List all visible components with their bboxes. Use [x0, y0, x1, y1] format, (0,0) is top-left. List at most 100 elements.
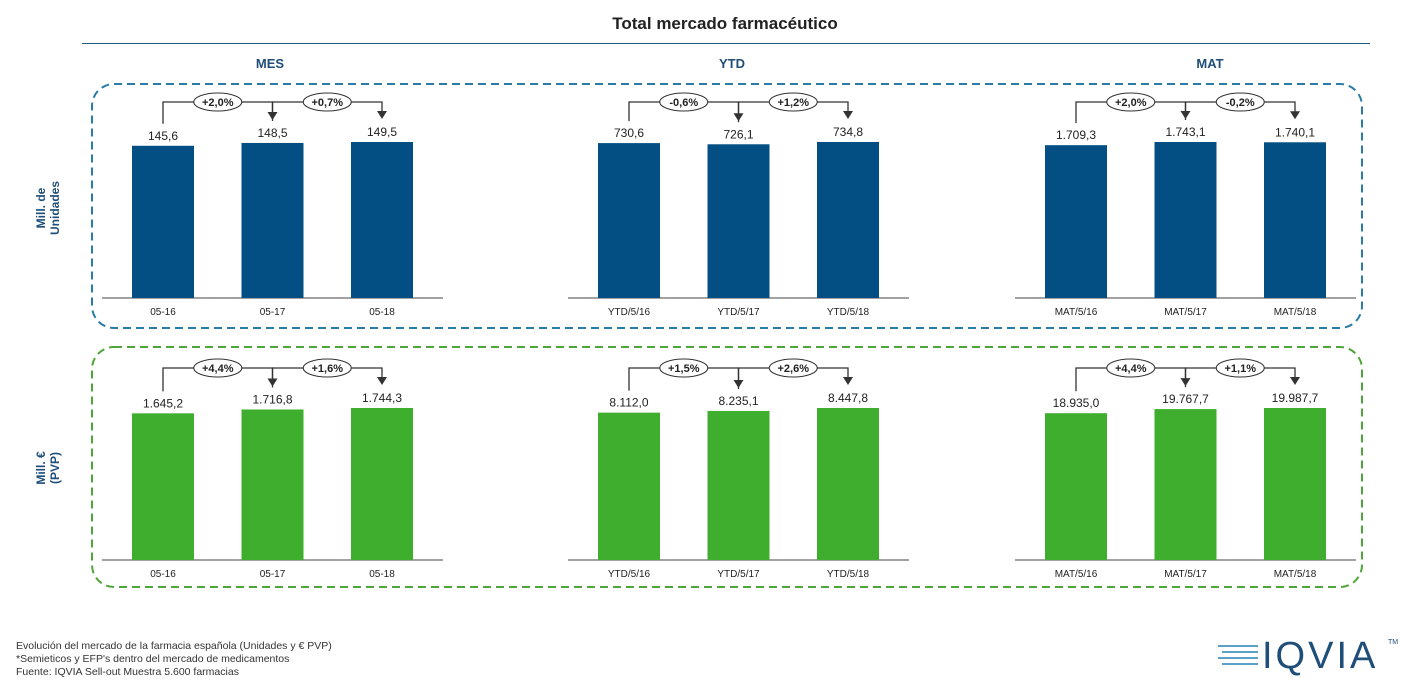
footnote-3: Fuente: IQVIA Sell-out Muestra 5.600 far… [16, 666, 239, 678]
data-label: 8.112,0 [609, 396, 648, 410]
data-label: 18.935,0 [1053, 396, 1100, 410]
units-frame [91, 83, 1363, 329]
category-label: MAT/5/18 [1274, 569, 1317, 580]
category-label: YTD/5/17 [717, 307, 760, 318]
change-label: +1,5% [668, 363, 700, 375]
change-badge [1106, 358, 1156, 378]
category-label: 05-17 [260, 569, 286, 580]
title-divider [82, 43, 1370, 44]
change-badge [302, 92, 352, 112]
bar-euros-ytd-2 [817, 408, 879, 560]
bar-units-mat-2 [1264, 142, 1326, 298]
euros-frame [91, 346, 1363, 588]
change-badge [1106, 92, 1156, 112]
bar-units-ytd-1 [707, 144, 770, 298]
change-arrow [1290, 111, 1300, 120]
category-label: MAT/5/16 [1055, 569, 1098, 580]
bar-euros-ytd-0 [598, 412, 660, 560]
column-header-mes: MES [255, 56, 285, 71]
change-badge [768, 92, 818, 112]
change-badge [193, 92, 243, 112]
chart-title: Total mercado farmacéutico [612, 14, 838, 33]
category-label: MAT/5/18 [1274, 307, 1317, 318]
change-badge [302, 358, 352, 378]
data-label: 148,5 [257, 126, 287, 140]
category-label: YTD/5/18 [827, 307, 870, 318]
category-label: MAT/5/17 [1164, 569, 1207, 580]
bar-units-mat-1 [1154, 142, 1217, 298]
bar-units-ytd-2 [817, 142, 879, 298]
data-label: 734,8 [833, 125, 863, 139]
bar-euros-ytd-1 [707, 410, 770, 560]
change-arrow [843, 111, 853, 119]
change-label: +4,4% [202, 363, 234, 375]
logo-wordmark: IQVIA [1262, 635, 1379, 677]
column-header-mat: MAT [1196, 56, 1224, 71]
data-label: 145,6 [148, 129, 178, 143]
bar-euros-mat-1 [1154, 409, 1217, 560]
data-label: 1.743,1 [1165, 125, 1205, 139]
change-label: +4,4% [1115, 363, 1147, 375]
category-label: MAT/5/17 [1164, 307, 1207, 318]
change-arrow [377, 111, 387, 119]
category-label: 05-16 [150, 569, 176, 580]
category-label: MAT/5/16 [1055, 307, 1098, 318]
category-label: 05-18 [369, 569, 395, 580]
change-arrow [377, 377, 387, 385]
category-label: YTD/5/17 [717, 569, 760, 580]
category-label: 05-16 [150, 307, 176, 318]
logo-trademark: TM [1388, 639, 1399, 646]
charts-layer: 145,6 05-16 148,5 05-17 149,5 05-18 +2,0% +0,7%… [102, 92, 1356, 580]
data-label: 1.740,1 [1275, 125, 1315, 139]
footnote-1: Evolución del mercado de la farmacia esp… [16, 640, 332, 652]
logo-stripe [1218, 657, 1258, 659]
change-badge [193, 358, 243, 378]
data-label: 8.447,8 [828, 391, 868, 405]
bar-euros-mes-0 [132, 413, 194, 560]
change-label: -0,2% [1226, 97, 1255, 109]
bar-euros-mes-1 [241, 409, 304, 560]
data-label: 730,6 [614, 126, 644, 140]
category-label: YTD/5/16 [608, 307, 651, 318]
change-label: +2,0% [1115, 97, 1147, 109]
column-header-ytd: YTD [719, 56, 745, 71]
change-badge [1215, 92, 1265, 112]
footnote-2: *Semieticos y EFP's dentro del mercado d… [16, 653, 290, 665]
change-label: +2,6% [778, 363, 810, 375]
data-label: 149,5 [367, 125, 397, 139]
bar-units-ytd-0 [598, 143, 660, 298]
bar-euros-mat-2 [1264, 408, 1326, 560]
data-label: 1.709,3 [1056, 128, 1096, 142]
bar-units-mes-2 [351, 142, 413, 298]
change-arrow [1290, 377, 1300, 385]
data-label: 8.235,1 [718, 394, 758, 408]
change-label: +1,2% [778, 97, 810, 109]
category-label: YTD/5/18 [827, 569, 870, 580]
change-label: +1,1% [1225, 363, 1257, 375]
bar-units-mat-0 [1045, 145, 1107, 298]
data-label: 19.987,7 [1272, 391, 1319, 405]
data-label: 1.645,2 [143, 396, 183, 410]
bar-euros-mat-0 [1045, 413, 1107, 560]
change-label: -0,6% [669, 97, 698, 109]
bar-units-mes-0 [132, 145, 194, 298]
data-label: 1.716,8 [252, 392, 292, 406]
change-label: +0,7% [312, 97, 344, 109]
category-label: 05-17 [260, 307, 286, 318]
logo-stripe [1222, 651, 1258, 653]
logo-stripe [1222, 663, 1258, 665]
iqvia-logo: IQVIA TM [1218, 635, 1398, 677]
data-label: 19.767,7 [1162, 392, 1209, 406]
logo-stripe [1218, 645, 1258, 647]
data-label: 1.744,3 [362, 391, 402, 405]
data-label: 726,1 [723, 127, 753, 141]
change-arrow [843, 377, 853, 385]
bar-units-mes-1 [241, 142, 304, 298]
change-badge [1215, 358, 1265, 378]
change-label: +2,0% [202, 97, 234, 109]
category-label: 05-18 [369, 307, 395, 318]
bar-euros-mes-2 [351, 408, 413, 560]
change-label: +1,6% [312, 363, 344, 375]
category-label: YTD/5/16 [608, 569, 651, 580]
